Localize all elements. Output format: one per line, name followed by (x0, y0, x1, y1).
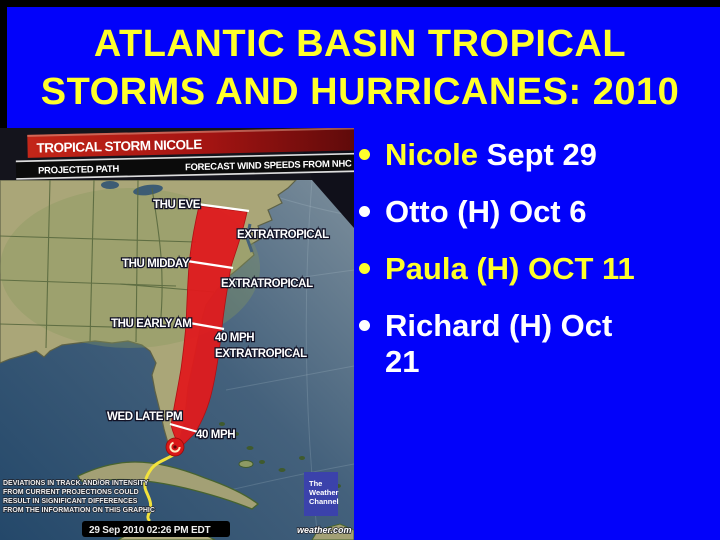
label-wed-late-pm: WED LATE PM (107, 411, 182, 423)
hispaniola (311, 523, 354, 540)
storm-name: Paula (H) OCT 11 (385, 251, 635, 286)
disclaimer-line-2: FROM CURRENT PROJECTIONS COULD (3, 489, 139, 496)
storm-position-icon (165, 437, 185, 457)
list-item-nicole: Nicole Sept 29 (358, 137, 688, 173)
strip-line-bottom (16, 170, 354, 180)
hurricane-track-map: THU EVE EXTRATROPICAL THU MIDDAY EXTRATR… (0, 128, 354, 540)
andros-island (238, 460, 254, 468)
label-thu-early-am: THU EARLY AM (111, 318, 191, 330)
title-line-2: STORMS AND HURRICANES: 2010 (40, 71, 680, 113)
title-line-1: ATLANTIC BASIN TROPICAL (93, 23, 627, 65)
state-borders (0, 179, 215, 349)
subheader-right-text: FORECAST WIND SPEEDS FROM NHC (185, 158, 352, 173)
slide-title: ATLANTIC BASIN TROPICAL STORMS AND HURRI… (0, 20, 720, 116)
strip-line-top (15, 152, 354, 163)
label-40mph-low: 40 MPH (196, 429, 235, 441)
list-item-paula: Paula (H) OCT 11 (358, 251, 688, 287)
storm-name: Richard (H) Oct (385, 308, 613, 343)
storm-title-text: TROPICAL STORM NICOLE (36, 137, 202, 156)
subheader-left-text: PROJECTED PATH (38, 164, 120, 177)
map-graphic: THU EVE EXTRATROPICAL THU MIDDAY EXTRATR… (0, 128, 354, 540)
weather-channel-logo: The Weather Channel weather.com (296, 472, 352, 536)
cuba-island (77, 461, 260, 510)
label-extratropical-2: EXTRATROPICAL (221, 278, 313, 290)
chesapeake-bay (245, 223, 254, 253)
storm-date: Sept 29 (486, 137, 597, 172)
bullet-dot (359, 263, 370, 274)
logo-line-2: Weather (309, 488, 339, 497)
bullet-dot (359, 320, 370, 331)
left-border (0, 0, 7, 130)
list-item-otto: Otto (H) Oct 6 (358, 194, 688, 230)
label-40mph: 40 MPH (215, 332, 254, 344)
storm-name: Otto (H) Oct 6 (385, 194, 587, 229)
disclaimer-line-1: DEVIATIONS IN TRACK AND/OR INTENSITY (3, 480, 149, 487)
past-track-line (143, 452, 177, 522)
bullet-dot (359, 206, 370, 217)
logo-line-3: Channel (309, 497, 339, 506)
storm-name: Nicole (385, 137, 487, 172)
disclaimer-text: DEVIATIONS IN TRACK AND/OR INTENSITY FRO… (2, 479, 155, 514)
label-40mph-extratropical: EXTRATROPICAL (215, 348, 307, 360)
cone-tick-marks (169, 202, 250, 434)
label-thu-midday: THU MIDDAY (122, 258, 190, 270)
timestamp-box: 29 Sep 2010 02:26 PM EDT (82, 521, 230, 537)
storm-title-banner (27, 128, 354, 158)
label-thu-eve: THU EVE (153, 199, 201, 211)
disclaimer-line-3: RESULT IN SIGNIFICANT DIFFERENCES (3, 498, 138, 505)
list-item-richard: Richard (H) Oct 21 (358, 308, 688, 380)
disclaimer-line-4: FROM THE INFORMATION ON THIS GRAPHIC (3, 507, 155, 514)
top-border (0, 0, 720, 7)
storm-line2: 21 (385, 344, 420, 379)
timestamp-text: 29 Sep 2010 02:26 PM EDT (89, 525, 210, 536)
subheader-strip (15, 154, 354, 179)
banner-highlight (27, 128, 354, 137)
label-extratropical-1: EXTRATROPICAL (237, 229, 329, 241)
map-header-corner (296, 128, 354, 228)
map-labels: THU EVE EXTRATROPICAL THU MIDDAY EXTRATR… (106, 198, 331, 443)
great-lakes (101, 181, 163, 196)
bullet-dot (359, 149, 370, 160)
storm-list: Nicole Sept 29 Otto (H) Oct 6 Paula (H) … (358, 137, 688, 401)
logo-line-1: The (309, 479, 322, 488)
logo-website: weather.com (297, 525, 352, 535)
